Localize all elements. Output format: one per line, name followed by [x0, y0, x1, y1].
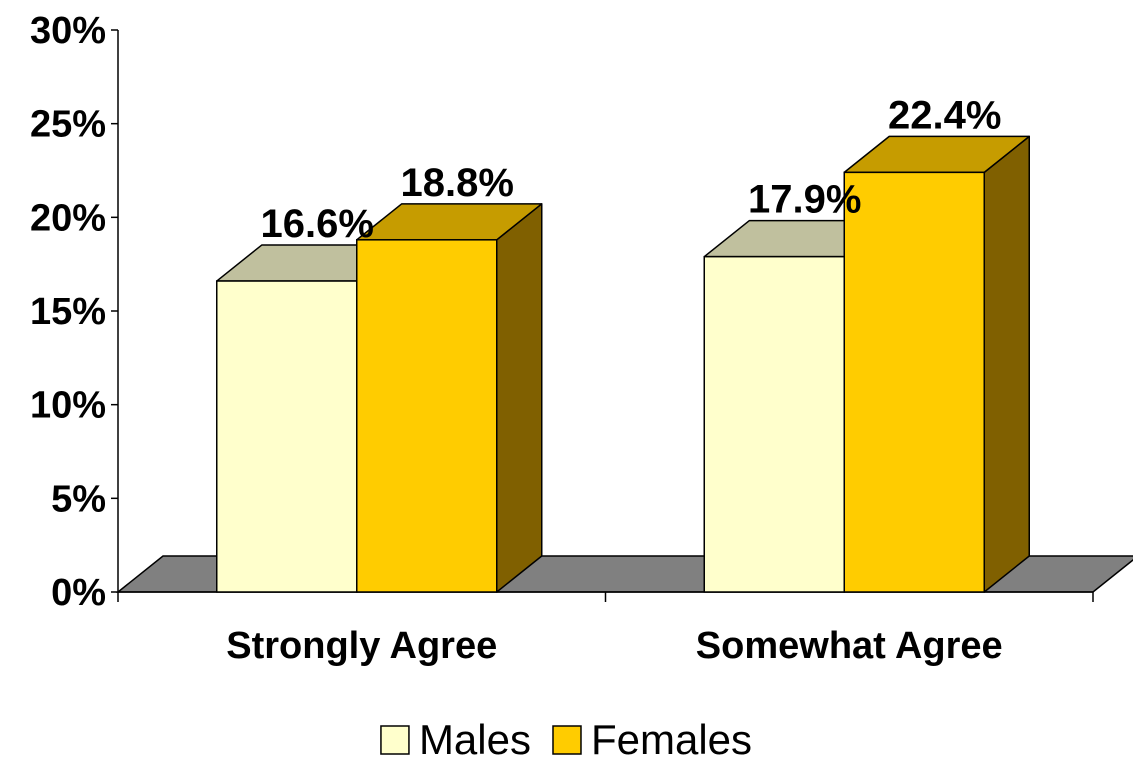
bar-front: [843, 171, 985, 593]
legend-label: Males: [419, 716, 531, 763]
y-tick-label: 25%: [30, 104, 106, 146]
bar-side: [496, 203, 543, 593]
y-tick-label: 30%: [30, 10, 106, 52]
category-label: Strongly Agree: [226, 625, 497, 667]
bar-females: [356, 203, 543, 593]
legend-item-males: Males: [380, 716, 531, 763]
y-tick-label: 20%: [30, 197, 106, 239]
legend-swatch: [552, 725, 582, 755]
data-label: 16.6%: [261, 202, 374, 246]
bar-females: [843, 135, 1030, 593]
y-tick-label: 5%: [51, 478, 106, 520]
bar-front: [356, 239, 498, 593]
legend-swatch: [380, 725, 410, 755]
legend-label: Females: [591, 716, 752, 763]
bar-front: [703, 255, 845, 593]
y-tick-label: 0%: [51, 572, 106, 614]
data-label: 18.8%: [401, 161, 514, 205]
data-label: 17.9%: [748, 178, 861, 222]
data-label: 22.4%: [888, 93, 1001, 137]
legend-item-females: Females: [552, 716, 752, 763]
category-label: Somewhat Agree: [696, 625, 1003, 667]
bar-front: [216, 280, 358, 593]
y-tick-label: 10%: [30, 385, 106, 427]
y-tick-label: 15%: [30, 291, 106, 333]
bar-side: [983, 135, 1030, 593]
